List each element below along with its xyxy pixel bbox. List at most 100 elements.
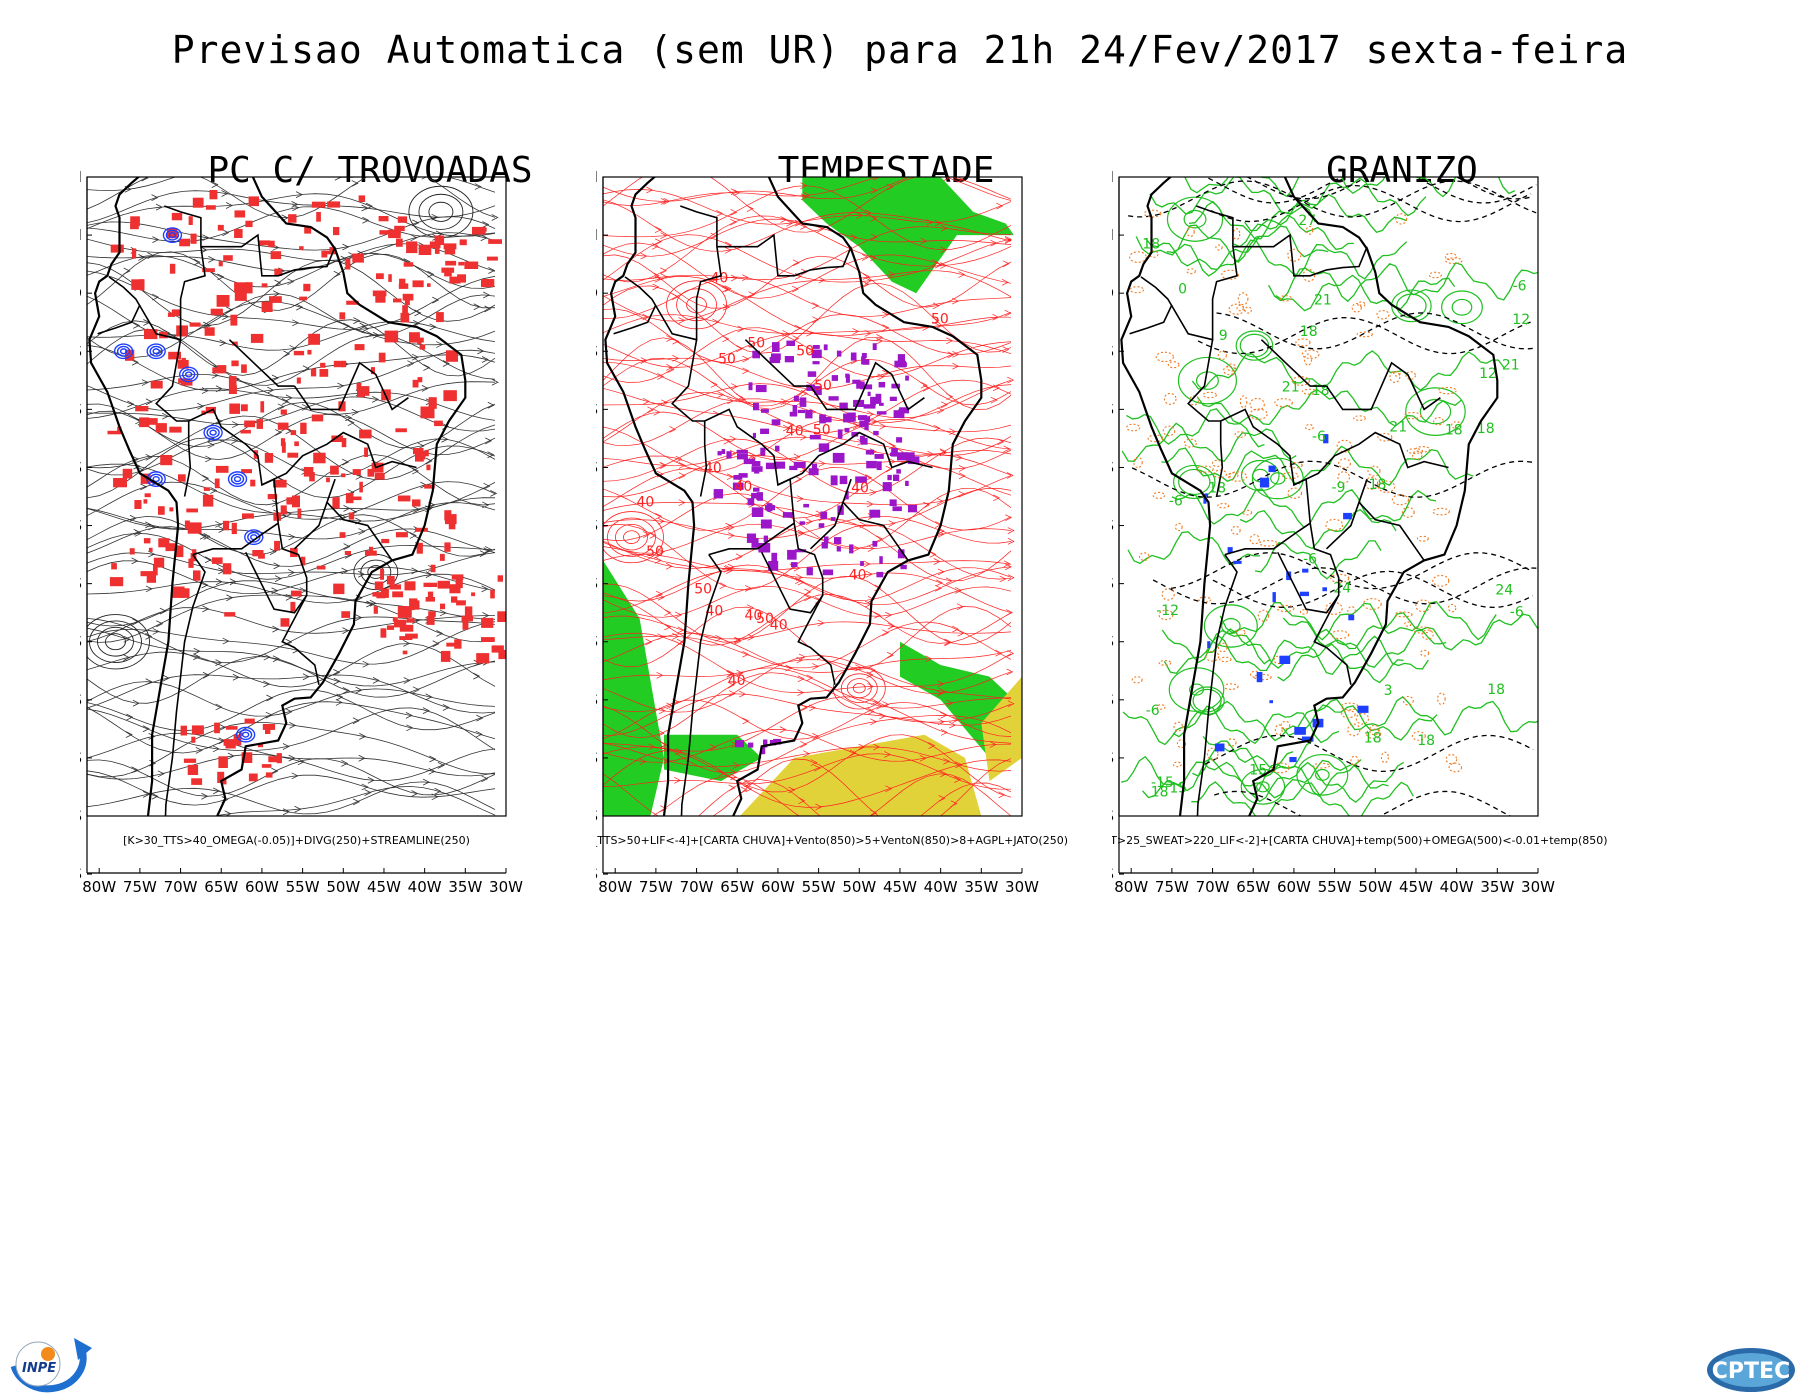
- severe-storm-cell: [726, 451, 732, 459]
- streamline-arrow: [940, 770, 948, 778]
- thunderstorm-cell: [217, 365, 227, 374]
- thunderstorm-cell: [462, 620, 469, 630]
- streamline-arrow: [480, 234, 488, 242]
- streamline-arrow: [885, 611, 892, 619]
- lat-tick-label: 15S: [1112, 458, 1114, 476]
- temp-500-contour: [1212, 570, 1534, 609]
- hail-cell: [1268, 465, 1276, 473]
- thunderstorm-cell: [386, 575, 395, 585]
- streamline-arrow: [867, 410, 875, 418]
- thunderstorm-cell: [252, 550, 264, 557]
- streamline: [603, 699, 1012, 740]
- country-border: [809, 478, 852, 550]
- streamline-vortex: [97, 626, 134, 657]
- omega-contour: [1389, 371, 1401, 383]
- severe-storm-cell: [771, 552, 778, 562]
- streamline-arrow: [888, 442, 896, 450]
- thunderstorm-cell: [239, 732, 243, 737]
- thunderstorm-cell: [398, 606, 408, 612]
- severe-storm-cell: [891, 448, 898, 457]
- streamline-arrow: [302, 673, 310, 681]
- streamline-arrow: [226, 594, 234, 602]
- streamline-arrow: [993, 494, 1000, 502]
- thunderstorm-cell: [183, 758, 197, 763]
- country-border: [164, 554, 206, 816]
- thunderstorm-cell: [399, 278, 406, 285]
- contour-label: 3: [1384, 683, 1393, 699]
- lon-tick-label: 40W: [924, 878, 958, 896]
- contour-label: 21: [1314, 293, 1332, 309]
- streamline: [87, 689, 496, 732]
- streamline-arrow: [806, 329, 814, 337]
- thunderstorm-cell: [222, 520, 230, 531]
- thunderstorm-cell: [202, 494, 214, 507]
- country-border: [261, 431, 417, 486]
- thunderstorm-cell: [241, 469, 252, 474]
- thunderstorm-cell: [300, 422, 307, 434]
- omega-contour: [1432, 574, 1450, 587]
- streamline-arrow: [222, 637, 230, 645]
- lat-tick-label: 10N: [1112, 168, 1114, 186]
- thunderstorm-cell: [248, 196, 259, 207]
- streamline-arrow: [817, 619, 825, 627]
- contour-label: 40: [704, 460, 722, 476]
- lat-tick-label: 45S: [1112, 807, 1114, 825]
- country-border: [97, 304, 141, 335]
- temperature-contour: [1233, 214, 1354, 251]
- thunderstorm-cell: [425, 597, 435, 602]
- streamline-arrow: [945, 577, 953, 585]
- severe-storm-cell: [789, 465, 798, 471]
- temp-500-contour: [1131, 460, 1533, 498]
- thunderstorm-cell: [276, 753, 282, 764]
- lat-tick-label: 30S: [1112, 633, 1114, 651]
- streamline-arrow: [215, 703, 223, 711]
- severe-storm-cell: [850, 352, 857, 361]
- thunderstorm-cell: [426, 464, 431, 471]
- contour-label: 40: [851, 481, 869, 497]
- severe-storm-cell: [751, 466, 763, 472]
- thunderstorm-cell: [187, 764, 199, 775]
- wind-850-shading: [802, 177, 1014, 294]
- temp-500-contour: [1214, 790, 1512, 816]
- severe-storm-cell: [822, 569, 834, 576]
- streamline-arrow: [943, 177, 951, 181]
- contour-label: 40: [735, 479, 753, 495]
- streamline-arrow: [722, 304, 730, 311]
- streamline-arrow: [1001, 279, 1009, 286]
- omega-contour: [1287, 487, 1303, 499]
- omega-contour: [1377, 480, 1396, 493]
- streamline-arrow: [678, 499, 686, 506]
- streamline-arrow: [491, 214, 499, 221]
- temperature-contour: [1178, 468, 1211, 496]
- streamline-arrow: [886, 651, 894, 659]
- streamline-arrow: [281, 398, 289, 405]
- streamline-arrow: [870, 718, 878, 726]
- thunderstorm-cell: [178, 474, 186, 482]
- map-frame: 10N5NEQ5S10S15S20S25S30S35S40S45S50S80W7…: [596, 168, 1068, 896]
- omega-contour: [1448, 762, 1463, 773]
- thunderstorm-cell: [300, 556, 306, 566]
- temperature-contour: [1202, 735, 1294, 770]
- omega-contour: [1221, 269, 1239, 280]
- thunderstorm-cell: [267, 494, 278, 500]
- thunderstorm-cell: [270, 251, 282, 260]
- streamline-arrow: [793, 453, 801, 461]
- severe-storm-cell: [766, 503, 773, 512]
- severe-storm-cell: [771, 419, 781, 426]
- streamline: [87, 502, 496, 540]
- contour-label: 27: [1298, 213, 1316, 229]
- country-border: [1260, 339, 1327, 387]
- contour-label: -6: [1312, 429, 1326, 445]
- country-border: [671, 339, 708, 497]
- severe-storm-cell: [889, 499, 897, 507]
- thunderstorm-cell: [214, 478, 220, 489]
- thunderstorm-cell: [218, 261, 223, 267]
- streamline-arrow: [803, 750, 811, 758]
- severe-storm-cell: [845, 374, 850, 383]
- streamline-arrow: [654, 238, 662, 246]
- streamline: [87, 701, 496, 754]
- severe-storm-cell: [878, 382, 886, 388]
- divergence-contour: [181, 369, 196, 381]
- streamline-arrow: [936, 690, 944, 697]
- lon-tick-label: 30W: [1521, 878, 1555, 896]
